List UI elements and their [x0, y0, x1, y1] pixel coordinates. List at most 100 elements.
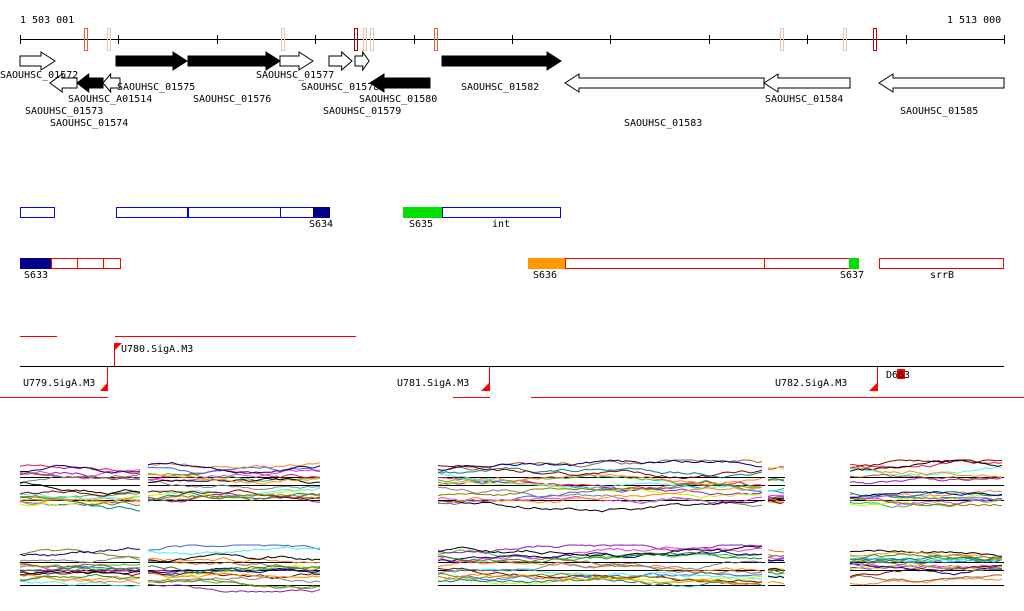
promoter-flag-icon[interactable] — [481, 382, 490, 391]
gene-arrow[interactable] — [19, 51, 56, 71]
expression-trace — [19, 580, 141, 587]
gene-arrow[interactable] — [328, 50, 353, 72]
expression-trace — [767, 497, 785, 503]
site-marker — [434, 28, 438, 51]
gene-label[interactable]: SAOUHSC_01572 — [0, 70, 79, 81]
gene-arrow[interactable] — [564, 73, 765, 93]
segment-box[interactable] — [51, 258, 78, 269]
gene-label[interactable]: SAOUHSC_01577 — [256, 70, 335, 81]
promoter-flag-icon[interactable] — [100, 382, 108, 391]
segment-s634[interactable] — [313, 207, 330, 218]
segment-s636[interactable] — [528, 258, 565, 269]
expression-trace — [19, 497, 141, 503]
expression-trace — [767, 569, 785, 574]
expression-trace — [147, 461, 321, 474]
gene-arrow[interactable] — [369, 73, 431, 93]
expression-trace — [767, 466, 785, 470]
expression-trace — [437, 551, 763, 563]
expression-trace — [147, 466, 321, 474]
segment-box[interactable] — [764, 258, 850, 269]
gene-arrow[interactable] — [763, 73, 851, 93]
gene-label[interactable]: SAOUHSC_01582 — [461, 82, 540, 93]
segment-box[interactable] — [77, 258, 104, 269]
expression-trace — [147, 567, 321, 577]
gene-arrow[interactable] — [49, 73, 78, 93]
segment-track — [20, 207, 1004, 269]
gene-arrow[interactable] — [76, 72, 104, 94]
expression-trace — [147, 558, 321, 571]
promoter-flag-icon[interactable] — [114, 343, 122, 351]
expression-trace — [147, 544, 321, 551]
expression-trace — [849, 495, 1003, 502]
gene-label[interactable]: SAOUHSC_A01514 — [68, 94, 153, 105]
expression-trace — [849, 562, 1003, 576]
promoter-label[interactable]: U782.SigA.M3 — [775, 378, 848, 389]
expression-trace — [767, 478, 785, 482]
segment-box[interactable] — [565, 258, 765, 269]
gene-label[interactable]: SAOUHSC_01585 — [900, 106, 979, 117]
expression-trace — [849, 577, 1003, 586]
gene-arrow[interactable] — [279, 51, 314, 71]
gene-label[interactable]: SAOUHSC_01578 — [301, 82, 380, 93]
segment-label: S635 — [409, 219, 434, 230]
segment-label: srrB — [930, 270, 955, 281]
gene-arrow[interactable] — [441, 51, 562, 71]
gene-label[interactable]: SAOUHSC_01584 — [765, 94, 844, 105]
expression-trace — [437, 464, 763, 479]
gene-label[interactable]: SAOUHSC_01574 — [50, 118, 129, 129]
ruler — [20, 28, 1005, 51]
expression-trace — [849, 491, 1003, 499]
terminator-marker[interactable] — [897, 369, 905, 379]
segment-s637[interactable] — [849, 258, 859, 269]
segment-s635[interactable] — [403, 207, 442, 218]
gene-arrow[interactable] — [187, 51, 281, 71]
promoter-label[interactable]: U781.SigA.M3 — [397, 378, 470, 389]
expression-trace — [147, 493, 321, 502]
promoter-label[interactable]: D663 — [886, 370, 911, 381]
segment-box[interactable] — [188, 207, 281, 218]
expression-trace — [767, 575, 785, 579]
gene-arrow[interactable] — [102, 72, 121, 94]
promoter-label[interactable]: U779.SigA.M3 — [23, 378, 96, 389]
segment-box[interactable] — [280, 207, 314, 218]
gene-label[interactable]: SAOUHSC_01580 — [359, 94, 438, 105]
expression-trace — [767, 549, 785, 553]
segment-int[interactable] — [442, 207, 561, 218]
segment-box[interactable] — [20, 207, 55, 218]
promoter-flag-icon[interactable] — [869, 382, 878, 391]
expression-trace — [148, 477, 320, 484]
expression-trace — [147, 583, 321, 593]
expression-trace — [437, 555, 763, 575]
gene-arrow[interactable] — [115, 51, 188, 71]
gene-label[interactable]: SAOUHSC_01583 — [624, 118, 703, 129]
expression-trace — [147, 567, 321, 574]
expression-trace — [19, 492, 141, 500]
segment-box[interactable] — [103, 258, 121, 269]
segment-srrb[interactable] — [879, 258, 1004, 269]
segment-box[interactable] — [116, 207, 188, 218]
gene-label[interactable]: SAOUHSC_01575 — [117, 82, 196, 93]
promoter-label[interactable]: U780.SigA.M3 — [121, 344, 194, 355]
expression-trace — [767, 489, 785, 492]
expression-trace — [19, 469, 141, 480]
gene-arrow[interactable] — [878, 73, 1005, 93]
segment-label: int — [492, 219, 511, 230]
expression-trace — [19, 570, 141, 575]
segment-s633[interactable] — [20, 258, 51, 269]
expression-trace — [147, 462, 321, 470]
expression-plots — [19, 459, 1004, 593]
expression-trace — [767, 466, 785, 470]
expression-trace — [767, 572, 785, 575]
expression-trace — [19, 474, 141, 485]
gene-label[interactable]: SAOUHSC_01576 — [193, 94, 272, 105]
expression-trace — [147, 489, 321, 499]
expression-trace — [767, 554, 785, 558]
expression-trace — [147, 489, 321, 500]
gene-label[interactable]: SAOUHSC_01573 — [25, 106, 104, 117]
expression-trace — [19, 492, 141, 500]
gene-arrow[interactable] — [354, 50, 370, 72]
site-marker — [107, 28, 111, 51]
expression-trace — [849, 473, 1003, 481]
gene-label[interactable]: SAOUHSC_01579 — [323, 106, 402, 117]
